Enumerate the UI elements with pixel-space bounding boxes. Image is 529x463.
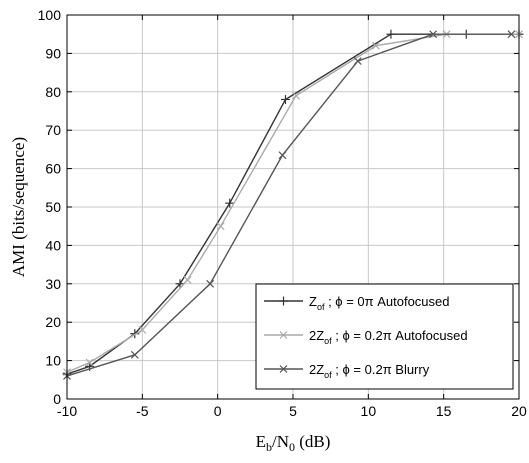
legend-item-3: 2Zof ; ϕ = 0.2π Blurry <box>264 362 430 380</box>
legend-label-rest: ; ϕ = 0.2π Blurry <box>332 362 430 377</box>
y-tick-label: 10 <box>45 353 61 369</box>
x-label-e: E <box>256 432 266 451</box>
y-tick-label: 20 <box>45 314 61 330</box>
series-3 <box>63 30 516 380</box>
y-axis-label: AMI (bits/sequence) <box>9 137 28 277</box>
legend-label-main: 2Z <box>309 328 324 343</box>
y-tick-label: 60 <box>45 161 61 177</box>
legend-item-2: 2Zof ; ϕ = 0.2π Autofocused <box>264 328 468 346</box>
series-3-point <box>130 350 139 359</box>
x-tick-label: 5 <box>289 403 297 419</box>
series-1-point <box>225 198 235 208</box>
y-tick-label: 50 <box>45 199 61 215</box>
legend-marker <box>279 296 288 306</box>
series-2-point <box>216 222 225 231</box>
x-tick-label: 15 <box>436 403 452 419</box>
legend-label-rest: ; ϕ = 0.2π Autofocused <box>332 328 468 343</box>
x-tick-label: 10 <box>361 403 377 419</box>
legend-label: Zof ; ϕ = 0π Autofocused <box>309 294 450 312</box>
series-3-point <box>429 30 438 39</box>
series-2-point <box>371 41 380 50</box>
legend-label: 2Zof ; ϕ = 0.2π Autofocused <box>309 328 468 346</box>
x-tick-label: -5 <box>136 403 149 419</box>
legend-marker <box>279 331 288 339</box>
legend-label: 2Zof ; ϕ = 0.2π Blurry <box>309 362 430 380</box>
y-tick-label: 40 <box>45 237 61 253</box>
legend-label-rest: ; ϕ = 0π Autofocused <box>324 294 449 309</box>
x-tick-label: -10 <box>57 403 77 419</box>
x-label-sub-0: 0 <box>289 440 295 454</box>
y-tick-label: 0 <box>53 391 61 407</box>
series-1-point <box>175 279 185 289</box>
series-2-point <box>292 91 300 100</box>
series-3-point <box>353 57 362 66</box>
axis-ticks: -10 -5 0 5 10 15 20 0 10 20 30 40 50 60 70 80 90 100 <box>38 7 527 419</box>
x-tick-label: 20 <box>511 403 527 419</box>
series-2-point <box>85 358 94 367</box>
y-tick-label: 100 <box>38 7 62 23</box>
series-2-point <box>138 325 147 334</box>
series-1-point <box>280 94 290 104</box>
legend-label-main: Z <box>309 294 317 309</box>
series-3-point <box>278 151 287 160</box>
x-label-unit: (dB) <box>295 432 330 451</box>
y-tick-label: 70 <box>45 122 61 138</box>
x-label-sub-b: b <box>266 440 272 454</box>
legend-marker <box>279 365 288 373</box>
x-axis-label: Eb/N0 (dB) <box>256 432 331 454</box>
series-3-point <box>507 30 516 39</box>
legend-label-sub: of <box>324 370 332 380</box>
legend-item-1: Zof ; ϕ = 0π Autofocused <box>264 294 450 312</box>
legend-label-sub: of <box>324 336 332 346</box>
series-2-point <box>183 276 192 284</box>
y-tick-label: 80 <box>45 84 61 100</box>
legend-label-sub: of <box>317 302 325 312</box>
series-1-point <box>386 29 396 39</box>
x-tick-label: 0 <box>214 403 222 419</box>
series-layer <box>62 29 524 380</box>
y-tick-label: 90 <box>45 45 61 61</box>
y-tick-label: 30 <box>45 276 61 292</box>
series-3-point <box>206 279 215 288</box>
x-label-slash-n: /N <box>272 432 289 451</box>
legend-label-main: 2Z <box>309 362 324 377</box>
